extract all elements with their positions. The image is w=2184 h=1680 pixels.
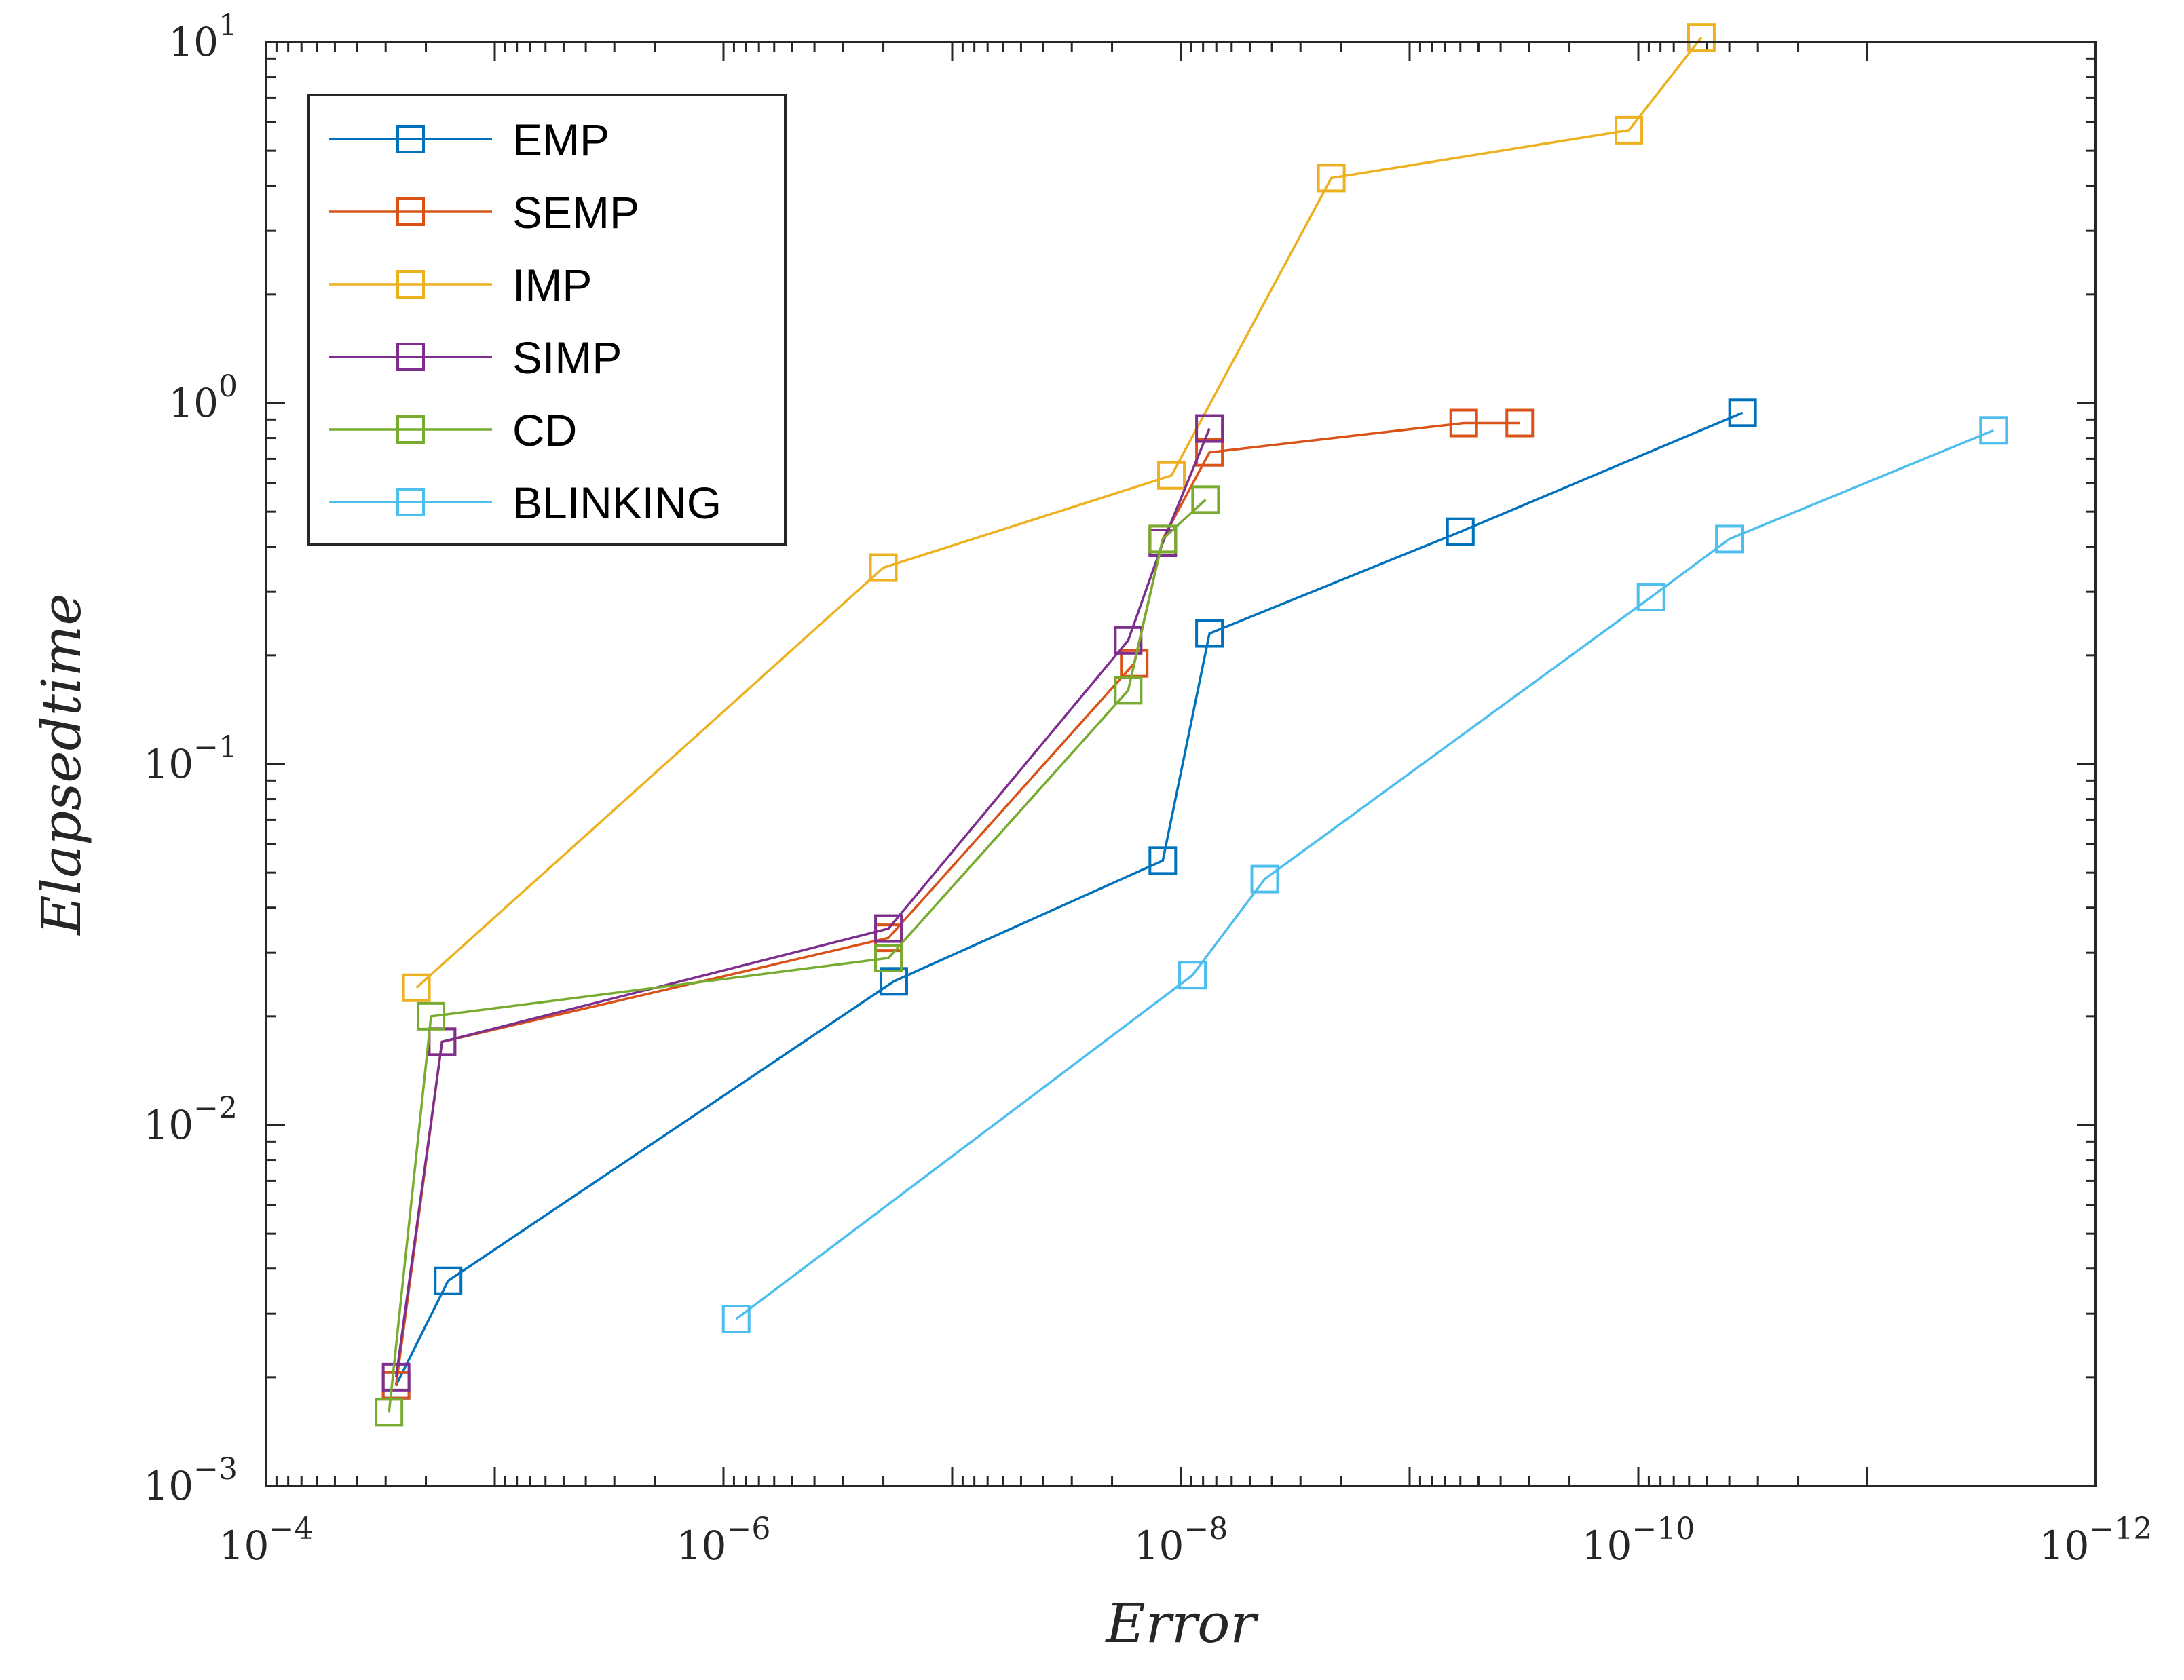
series-line	[388, 499, 1207, 1413]
legend-box	[307, 94, 787, 546]
legend-marker	[396, 270, 425, 299]
legend-label: EMP	[512, 115, 609, 165]
data-point-marker	[1114, 626, 1143, 655]
y-tick-label: 10−2	[143, 1091, 238, 1148]
legend-marker	[396, 415, 425, 444]
data-point-marker	[417, 1001, 446, 1031]
series-blinking	[721, 416, 2008, 1334]
x-tick-label: 10−12	[2039, 1512, 2153, 1569]
data-point-marker	[1615, 115, 1644, 145]
data-point-marker	[381, 1362, 411, 1392]
data-point-marker	[879, 967, 908, 996]
x-tick-label: 10−10	[1582, 1512, 1695, 1569]
data-point-marker	[1195, 619, 1224, 648]
data-point-marker	[1191, 485, 1220, 514]
data-point-marker	[375, 1398, 404, 1427]
data-point-marker	[1114, 676, 1143, 705]
y-tick-label: 101	[168, 8, 238, 65]
data-point-marker	[1449, 408, 1478, 438]
data-point-marker	[874, 944, 903, 973]
y-tick-label: 10−1	[143, 730, 238, 787]
data-point-marker	[721, 1305, 751, 1334]
series-emp	[381, 398, 1757, 1400]
data-point-marker	[1195, 414, 1224, 443]
legend-label: SIMP	[512, 332, 622, 383]
data-point-marker	[1446, 517, 1475, 546]
tick-labels-layer: 10−4 10−6 10−8 10−10 10−12 10−3 10−2 10−1 100 101	[143, 8, 2152, 1569]
data-point-marker	[869, 553, 898, 582]
data-point-marker	[1250, 864, 1279, 894]
data-point-marker	[1728, 398, 1757, 427]
series-layer	[375, 23, 2008, 1427]
legend: EMP SEMP IMP SIMP CD BLINKING	[307, 94, 787, 546]
legend-marker	[396, 125, 425, 153]
legend-label: IMP	[512, 260, 592, 310]
legend-marker	[396, 488, 425, 516]
x-tick-label: 10−6	[677, 1512, 771, 1569]
data-point-marker	[1979, 416, 2008, 445]
legend-label: BLINKING	[512, 478, 721, 528]
x-axis-label: Error	[1104, 1592, 1259, 1655]
legend-marker	[396, 197, 425, 226]
series-imp	[402, 23, 1716, 1002]
y-tick-label: 10−3	[143, 1452, 238, 1509]
legend-label: SEMP	[512, 187, 639, 237]
data-point-marker	[1195, 438, 1224, 467]
data-point-marker	[1148, 846, 1178, 875]
x-tick-label: 10−8	[1134, 1512, 1228, 1569]
ticks-layer	[265, 41, 2097, 1487]
x-tick-label: 10−4	[219, 1512, 314, 1569]
series-line	[735, 429, 1994, 1320]
data-point-marker	[402, 973, 431, 1002]
legend-label: CD	[512, 405, 577, 455]
plot-area-frame	[265, 41, 2097, 1487]
data-point-marker	[1636, 583, 1665, 612]
series-line	[395, 411, 1744, 1386]
y-tick-label: 100	[168, 369, 238, 426]
series-line	[415, 37, 1703, 989]
y-axis-label: Elapsedtime	[30, 593, 93, 936]
data-point-marker	[874, 914, 903, 943]
series-line	[394, 427, 1211, 1378]
data-point-marker	[1317, 164, 1346, 193]
data-point-marker	[434, 1266, 463, 1295]
data-point-marker	[1148, 524, 1178, 554]
data-point-marker	[1687, 23, 1716, 52]
data-point-marker	[1715, 524, 1744, 554]
data-point-marker	[1178, 961, 1207, 990]
data-point-marker	[1157, 461, 1186, 490]
series-cd	[375, 485, 1220, 1427]
legend-marker	[396, 343, 425, 371]
data-point-marker	[1505, 408, 1535, 438]
